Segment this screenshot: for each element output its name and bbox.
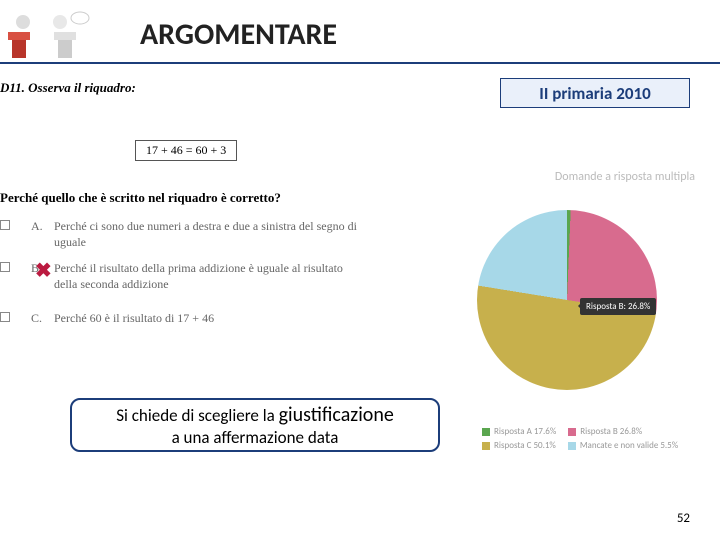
slide-title: ARGOMENTARE: [140, 16, 337, 53]
page-number: 52: [677, 511, 690, 526]
option-c: C. Perché 60 è il risultato di 17 + 46: [0, 310, 380, 326]
option-a-text: Perché ci sono due numeri a destra e due…: [54, 218, 364, 250]
legend-item-b: Risposta B 26.8%: [568, 426, 642, 437]
subtitle-badge: II primaria 2010: [500, 78, 690, 108]
subtitle-text: II primaria 2010: [539, 83, 650, 104]
chart-legend: Risposta A 17.6% Risposta B 26.8% Rispos…: [482, 426, 712, 454]
checkbox-c: [0, 312, 10, 322]
caption-box: Si chiede di scegliere la giustificazion…: [70, 398, 440, 452]
legend-item-c: Risposta C 50.1%: [482, 440, 556, 451]
question-why: Perché quello che è scritto nel riquadro…: [0, 190, 281, 206]
chart-title: Domande a risposta multipla: [455, 170, 695, 184]
option-c-letter: C.: [31, 311, 51, 326]
option-b: B. Perché il risultato della prima addiz…: [0, 260, 380, 292]
question-heading: D11. Osserva il riquadro:: [0, 80, 136, 96]
legend-item-a: Risposta A 17.6%: [482, 426, 556, 437]
checkbox-b: [0, 262, 10, 272]
legend-item-d: Mancate e non valide 5.5%: [568, 440, 678, 451]
equation-box: 17 + 46 = 60 + 3: [135, 140, 237, 161]
caption-line-1: Si chiede di scegliere la giustificazion…: [116, 403, 394, 427]
option-a: A. Perché ci sono due numeri a destra e …: [0, 218, 380, 250]
chart-highlight-badge: Risposta B: 26.8%: [580, 298, 656, 315]
option-a-letter: A.: [31, 219, 51, 234]
option-c-text: Perché 60 è il risultato di 17 + 46: [54, 310, 364, 326]
caption-line-2: a una affermazione data: [172, 427, 339, 448]
debaters-image: [8, 8, 98, 68]
option-b-text: Perché il risultato della prima addizion…: [54, 260, 364, 292]
checkbox-a: [0, 220, 10, 230]
title-underline: [0, 62, 720, 64]
cross-mark-icon: ✖: [35, 258, 52, 283]
